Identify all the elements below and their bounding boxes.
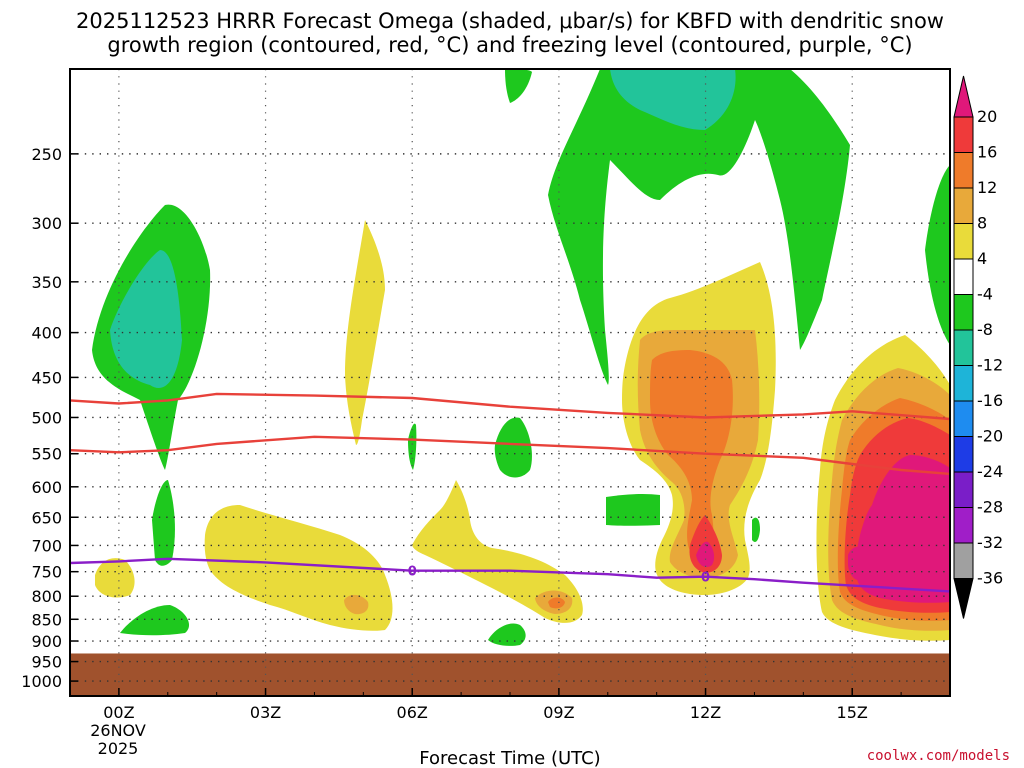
y-tick-label: 400 (31, 324, 62, 343)
colorbar-segment (953, 152, 974, 189)
colorbar-label: -36 (977, 569, 1003, 588)
omega-yellow-region (412, 480, 583, 623)
y-tick-label: 500 (31, 408, 62, 427)
colorbar-label: 12 (977, 178, 997, 197)
colorbar-label: -4 (977, 285, 993, 304)
contour-line (69, 392, 951, 421)
colorbar-label: 4 (977, 249, 987, 268)
omega-yellow-region (95, 558, 135, 598)
colorbar-segment (953, 471, 974, 508)
omega-green-region (505, 69, 532, 103)
contour-line (69, 435, 951, 476)
y-tick-label: 300 (31, 214, 62, 233)
omega-magenta-region (696, 541, 715, 568)
colorbar-segment (953, 187, 974, 224)
colorbar-segment (953, 400, 974, 437)
colorbar-segment (953, 116, 974, 153)
omega-yellow-region (345, 220, 385, 445)
x-axis-label: Forecast Time (UTC) (419, 748, 600, 768)
x-tick-label: 00Z (103, 703, 134, 722)
omega-green-region (494, 417, 532, 478)
colorbar-bottom-arrow (953, 578, 974, 619)
y-tick-label: 700 (31, 536, 62, 555)
date-label-day: 26NOV (90, 721, 146, 740)
y-tick-label: 750 (31, 563, 62, 582)
y-tick-label: 350 (31, 273, 62, 292)
contour-label: 0 (701, 571, 710, 586)
x-tick-label: 15Z (837, 703, 868, 722)
colorbar-label: 8 (977, 214, 987, 233)
colorbar-segment (953, 258, 974, 295)
omega-yellow-region (548, 597, 565, 609)
ground-fill (70, 653, 950, 696)
colorbar-label: -28 (977, 498, 1003, 517)
y-tick-label: 950 (31, 653, 62, 672)
colorbar-segment (953, 329, 974, 366)
y-tick-label: 450 (31, 368, 62, 387)
omega-green-region (548, 69, 850, 385)
y-tick-label: 600 (31, 478, 62, 497)
colorbar-label: -12 (977, 356, 1003, 375)
date-label-year: 2025 (98, 739, 139, 758)
x-tick-label: 06Z (397, 703, 428, 722)
y-tick-label: 650 (31, 508, 62, 527)
omega-green-region (120, 605, 190, 636)
grid-lines (70, 69, 950, 696)
omega-teal-region (610, 69, 736, 130)
colorbar-segment (953, 436, 974, 473)
contour-label: 0 (408, 565, 417, 580)
colorbar-label: -8 (977, 320, 993, 339)
x-tick-label: 12Z (690, 703, 721, 722)
colorbar-label: -20 (977, 427, 1003, 446)
y-tick-label: 900 (31, 632, 62, 651)
omega-green-region (488, 623, 526, 646)
y-tick-label: 1000 (21, 672, 62, 691)
colorbar-segment (953, 507, 974, 544)
colorbar-label: -32 (977, 533, 1003, 552)
colorbar-label: -24 (977, 462, 1003, 481)
x-tick-label: 09Z (543, 703, 574, 722)
y-axis: 250 300 350 400 450 500 550 600 650 700 750 800 850 9… (21, 145, 78, 691)
colorbar-label: -16 (977, 391, 1003, 410)
y-tick-label: 800 (31, 587, 62, 606)
omega-yellow-region (344, 594, 369, 615)
contour-line (69, 557, 951, 593)
y-tick-label: 850 (31, 610, 62, 629)
omega-green-region (408, 423, 417, 470)
omega-green-region (925, 165, 950, 345)
omega-green-region (752, 517, 760, 542)
y-tick-label: 550 (31, 445, 62, 464)
omega-shading (92, 69, 950, 646)
y-tick-label: 250 (31, 145, 62, 164)
colorbar-segment (953, 223, 974, 260)
omega-green-region (606, 493, 660, 526)
omega-magenta-region (848, 546, 870, 581)
colorbar: 20 16 12 8 4 -4 -8 -12 -16 -20 -24 -28 -32 -36 (953, 75, 1003, 619)
credit-text: coolwx.com/models (867, 748, 1010, 764)
omega-teal-region (110, 250, 182, 388)
colorbar-segment (953, 365, 974, 402)
colorbar-top-arrow (953, 75, 974, 118)
colorbar-segment (953, 542, 974, 579)
omega-green-region (152, 480, 175, 566)
x-axis: 00Z 03Z 06Z 09Z 12Z 15Z (69, 688, 951, 722)
chart-title-line-1: 2025112523 HRRR Forecast Omega (shaded, … (76, 9, 944, 33)
chart-title-line-2: growth region (contoured, red, °C) and f… (107, 33, 912, 57)
colorbar-segment (953, 294, 974, 331)
x-tick-label: 03Z (250, 703, 281, 722)
colorbar-label: 20 (977, 107, 997, 126)
colorbar-label: 16 (977, 143, 997, 162)
omega-magenta-region (855, 455, 950, 603)
